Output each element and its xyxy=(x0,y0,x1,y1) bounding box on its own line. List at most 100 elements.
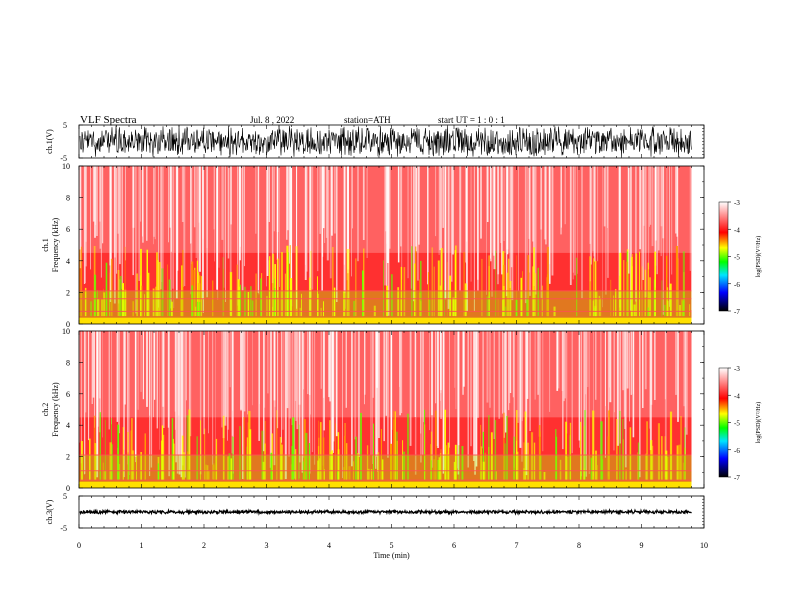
spectrogram-burst xyxy=(270,452,273,481)
spectrogram-burst xyxy=(535,273,537,317)
spectrogram-burst xyxy=(393,410,396,481)
spectrogram-streak xyxy=(597,166,599,262)
spectrogram-streak xyxy=(216,166,218,290)
spectrogram-burst xyxy=(318,420,319,481)
spectrogram-streak xyxy=(507,166,509,255)
spectrogram-burst xyxy=(446,453,448,481)
spectrogram-burst xyxy=(515,299,518,317)
spectrogram-streak xyxy=(288,166,290,264)
spectrogram-streak xyxy=(593,331,594,477)
spectrogram-streak xyxy=(526,331,529,399)
spectrogram-burst xyxy=(295,449,297,481)
y-tick-label: 0 xyxy=(66,320,70,329)
spectrogram-streak xyxy=(94,166,96,238)
spectrogram-streak xyxy=(142,166,143,237)
spectrogram-streak xyxy=(564,331,566,399)
spectrogram-burst xyxy=(247,422,249,481)
spectrogram-burst xyxy=(196,436,198,481)
spectrogram-streak xyxy=(100,166,102,278)
spectrogram-burst xyxy=(565,421,567,481)
spectrogram-streak xyxy=(542,331,544,452)
spectrogram-streak xyxy=(460,166,462,253)
spectrogram-streak xyxy=(303,331,304,390)
spectrogram-streak xyxy=(185,331,187,401)
spectrogram-streak xyxy=(414,331,417,475)
spectrogram-streak xyxy=(88,331,90,441)
spectrogram-streak xyxy=(677,331,679,422)
spectrogram-burst xyxy=(317,276,318,317)
spectrogram-streak xyxy=(345,331,347,408)
ch1-waveform-panel: 5 -5 ch.1(V) xyxy=(45,121,705,163)
spectrogram-streak xyxy=(352,166,353,229)
spectrogram-streak xyxy=(557,331,560,389)
spectrogram-burst xyxy=(463,252,466,317)
spectrogram-streak xyxy=(345,166,346,309)
spectrogram-streak xyxy=(305,166,306,265)
spectrogram-streak xyxy=(94,331,95,428)
spectrogram-burst xyxy=(607,411,610,481)
spectrogram-burst xyxy=(407,413,409,481)
spectrogram-streak xyxy=(632,331,634,395)
spectrogram-burst xyxy=(90,301,92,317)
spectrogram-streak xyxy=(505,331,507,433)
spectrogram-burst xyxy=(497,298,499,317)
spectrogram-burst xyxy=(222,415,225,481)
spectrogram-streak xyxy=(232,331,234,474)
spectrogram-burst xyxy=(633,304,636,317)
spectrogram-burst xyxy=(461,446,464,481)
spectrogram-streak xyxy=(677,166,679,310)
spectrogram-streak xyxy=(654,331,656,400)
spectrogram-burst xyxy=(430,444,431,481)
spectrogram-streak xyxy=(263,331,265,452)
spectrogram-streak xyxy=(98,331,101,433)
spectrogram-streak xyxy=(450,166,453,282)
spectrogram-burst xyxy=(413,263,416,317)
spectrogram-burst xyxy=(273,278,275,317)
spectrogram-burst xyxy=(299,307,301,317)
spectrogram-streak xyxy=(486,331,489,403)
spectrogram-streak xyxy=(357,166,359,262)
spectrogram-burst xyxy=(618,275,620,317)
spectrogram-burst xyxy=(530,432,534,481)
spectrogram-streak xyxy=(303,331,305,458)
spectrogram-burst xyxy=(191,285,194,317)
spectrogram-burst xyxy=(168,279,171,317)
spectrogram-burst xyxy=(625,469,627,481)
spectrogram-streak xyxy=(572,166,574,273)
spectrogram-streak xyxy=(342,331,343,479)
spectrogram-burst xyxy=(589,256,592,317)
spectrogram-streak xyxy=(660,166,662,257)
spectrogram-burst xyxy=(689,304,691,317)
spectrogram-streak xyxy=(364,331,366,395)
y-tick-label: 8 xyxy=(66,358,70,367)
spectrogram-streak xyxy=(676,166,678,237)
spectrogram-streak xyxy=(521,331,523,422)
spectrogram-streak xyxy=(111,331,112,425)
spectrogram-streak xyxy=(109,166,112,266)
spectrogram-burst xyxy=(411,246,413,317)
spectrogram-burst xyxy=(438,457,441,481)
spectrogram-burst xyxy=(94,274,97,317)
spectrogram-burst xyxy=(131,418,133,481)
spectrogram-streak xyxy=(80,331,82,464)
spectrogram-burst xyxy=(109,272,111,317)
spectrogram-streak xyxy=(132,166,135,228)
spectrogram-streak xyxy=(649,166,650,227)
spectrogram-streak xyxy=(218,166,220,268)
spectrogram-streak xyxy=(188,331,190,470)
spectrogram-streak xyxy=(281,331,282,443)
x-axis-label: Time (min) xyxy=(373,551,410,560)
spectrogram-burst xyxy=(303,419,306,481)
spectrogram-burst xyxy=(649,277,651,317)
spectrogram-burst xyxy=(486,296,489,317)
spectrogram-streak xyxy=(286,166,289,231)
spectrogram-burst xyxy=(102,462,104,481)
spectrogram-burst xyxy=(180,298,182,317)
spectrogram-streak xyxy=(498,331,501,419)
spectrogram-burst xyxy=(613,295,615,317)
spectrogram-streak xyxy=(574,166,576,276)
spectrogram-streak xyxy=(289,331,291,419)
spectrogram-streak xyxy=(467,331,469,468)
spectrogram-streak xyxy=(413,166,415,302)
spectrogram-streak xyxy=(309,331,311,415)
